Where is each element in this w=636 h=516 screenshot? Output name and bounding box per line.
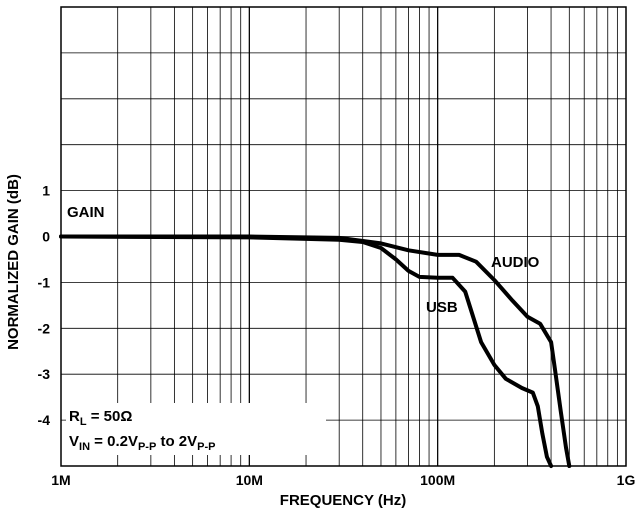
y-tick-label: 1: [42, 183, 50, 199]
y-tick-label: -4: [38, 412, 51, 428]
x-axis-title: FREQUENCY (Hz): [280, 492, 406, 509]
rl-value: = 50Ω: [87, 408, 133, 425]
vin-symbol: V: [69, 433, 79, 450]
rl-subscript: L: [80, 416, 87, 428]
x-tick-label: 1M: [51, 472, 70, 488]
vin-min: = 0.2V: [90, 433, 138, 450]
gain-annotation: GAIN: [67, 204, 105, 221]
usb-series-label: USB: [426, 299, 458, 316]
vin-subscript: IN: [79, 441, 90, 453]
rl-symbol: R: [69, 408, 80, 425]
tick-labels: 1M 10M 100M 1G 1 0 -1 -2 -3 -4: [38, 183, 636, 488]
vin-pp-subscript-2: P-P: [197, 441, 215, 453]
audio-series-label: AUDIO: [491, 254, 540, 271]
y-tick-label: -3: [38, 366, 51, 382]
conditions-box: RL = 50Ω VIN = 0.2VP-P to 2VP-P: [66, 403, 326, 455]
y-axis-title: NORMALIZED GAIN (dB): [5, 174, 22, 350]
x-tick-label: 1G: [617, 472, 636, 488]
vin-condition: VIN = 0.2VP-P to 2VP-P: [69, 433, 216, 453]
y-tick-label: -1: [38, 274, 51, 290]
y-tick-label: -2: [38, 320, 51, 336]
vin-pp-subscript-1: P-P: [138, 441, 156, 453]
conditions-backdrop: [66, 403, 326, 455]
series-lines: [59, 234, 572, 468]
vin-to: to 2V: [156, 433, 197, 450]
x-tick-label: 10M: [236, 472, 263, 488]
y-tick-label: 0: [42, 229, 50, 245]
rl-condition: RL = 50Ω: [69, 408, 132, 428]
usb-series-line: [59, 234, 554, 468]
x-tick-label: 100M: [420, 472, 455, 488]
